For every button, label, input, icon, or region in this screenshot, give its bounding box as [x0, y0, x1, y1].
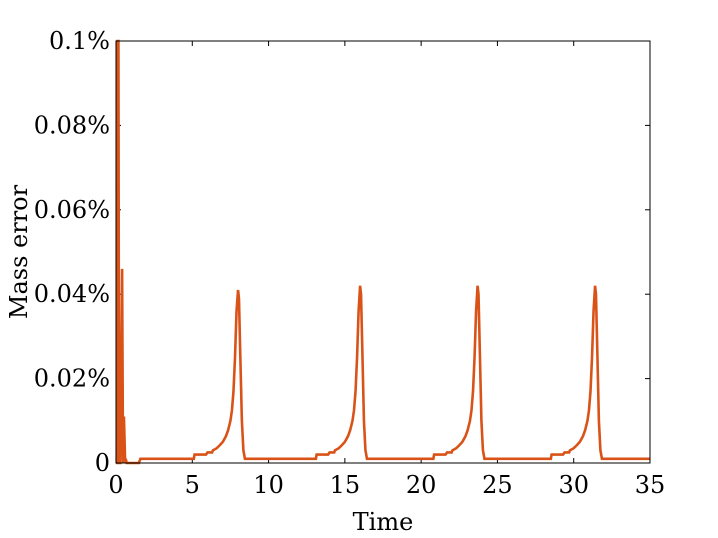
y-axis-ticks: 0 0.02% 0.04% 0.06% 0.08% 0.1% — [34, 27, 650, 477]
x-axis-label: Time — [353, 508, 414, 536]
x-tick-label: 25 — [482, 471, 513, 499]
y-tick-label: 0.04% — [34, 280, 110, 308]
series-line — [115, 39, 650, 465]
y-tick-label: 0.02% — [34, 365, 110, 393]
y-tick-label: 0.06% — [34, 196, 110, 224]
y-tick-label: 0.08% — [34, 111, 110, 139]
plot-frame — [115, 40, 651, 464]
x-tick-label: 30 — [558, 471, 589, 499]
x-tick-label: 15 — [330, 471, 361, 499]
x-tick-label: 5 — [185, 471, 200, 499]
plot-area — [116, 41, 650, 463]
y-tick-label: 0.1% — [49, 27, 110, 55]
x-axis-ticks: 0 5 10 15 20 25 30 35 — [108, 41, 665, 499]
x-tick-label: 10 — [253, 471, 284, 499]
x-tick-label: 0 — [108, 471, 123, 499]
x-tick-label: 35 — [635, 471, 666, 499]
y-tick-label: 0 — [95, 449, 110, 477]
y-axis-label: Mass error — [5, 184, 33, 319]
x-tick-label: 20 — [406, 471, 437, 499]
